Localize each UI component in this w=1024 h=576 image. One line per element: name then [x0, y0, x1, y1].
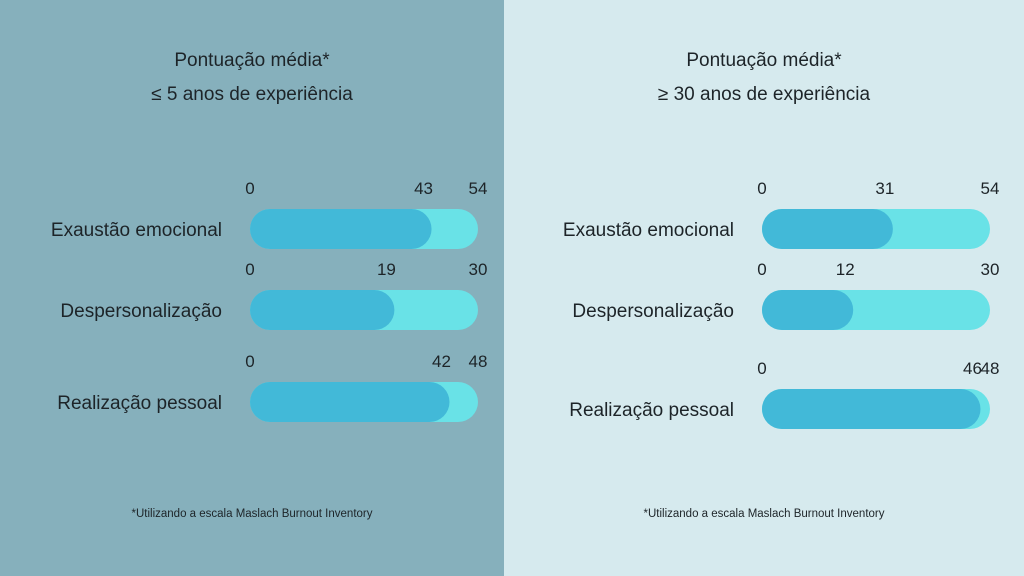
panel-late-career: Pontuação média* ≥ 30 anos de experiênci… — [504, 0, 1024, 576]
min-label: 0 — [245, 260, 254, 279]
panel-title-line1: Pontuação média* — [686, 50, 842, 71]
panel-early-career: Pontuação média* ≤ 5 anos de experiência… — [0, 0, 504, 576]
max-label: 30 — [981, 260, 1000, 279]
max-label: 54 — [469, 179, 488, 198]
category-label: Exaustão emocional — [563, 220, 734, 241]
category-label: Realização pessoal — [569, 400, 734, 421]
min-label: 0 — [757, 260, 766, 279]
value-label: 43 — [414, 179, 433, 198]
max-label: 54 — [981, 179, 1000, 198]
value-label: 12 — [836, 260, 855, 279]
max-label: 48 — [469, 352, 488, 371]
max-label: 30 — [469, 260, 488, 279]
min-label: 0 — [757, 179, 766, 198]
chart-early-career: Exaustão emocional 0 54 43 Despersonalização… — [51, 179, 488, 422]
value-label: 19 — [377, 260, 396, 279]
min-label: 0 — [245, 352, 254, 371]
panel-title-line2: ≤ 5 anos de experiência — [151, 84, 353, 105]
max-label: 48 — [981, 359, 1000, 378]
chart-late-career: Exaustão emocional 0 54 31 Despersonalização… — [563, 179, 1000, 429]
min-label: 0 — [757, 359, 766, 378]
panel-title-line1: Pontuação média* — [174, 50, 330, 71]
footnote: *Utilizando a escala Maslach Burnout Inv… — [131, 508, 373, 520]
value-label: 46 — [963, 359, 982, 378]
category-label: Exaustão emocional — [51, 220, 222, 241]
value-label: 42 — [432, 352, 451, 371]
bar-value — [762, 209, 893, 249]
value-label: 31 — [875, 179, 894, 198]
bar-value — [762, 290, 854, 330]
category-label: Realização pessoal — [57, 393, 222, 414]
bar-value — [250, 382, 450, 422]
footnote: *Utilizando a escala Maslach Burnout Inv… — [643, 508, 885, 520]
category-label: Despersonalização — [572, 301, 734, 322]
bar-value — [762, 389, 981, 429]
panel-title-line2: ≥ 30 anos de experiência — [657, 84, 871, 105]
bar-value — [250, 209, 432, 249]
bar-value — [250, 290, 395, 330]
min-label: 0 — [245, 179, 254, 198]
category-label: Despersonalização — [60, 301, 222, 322]
